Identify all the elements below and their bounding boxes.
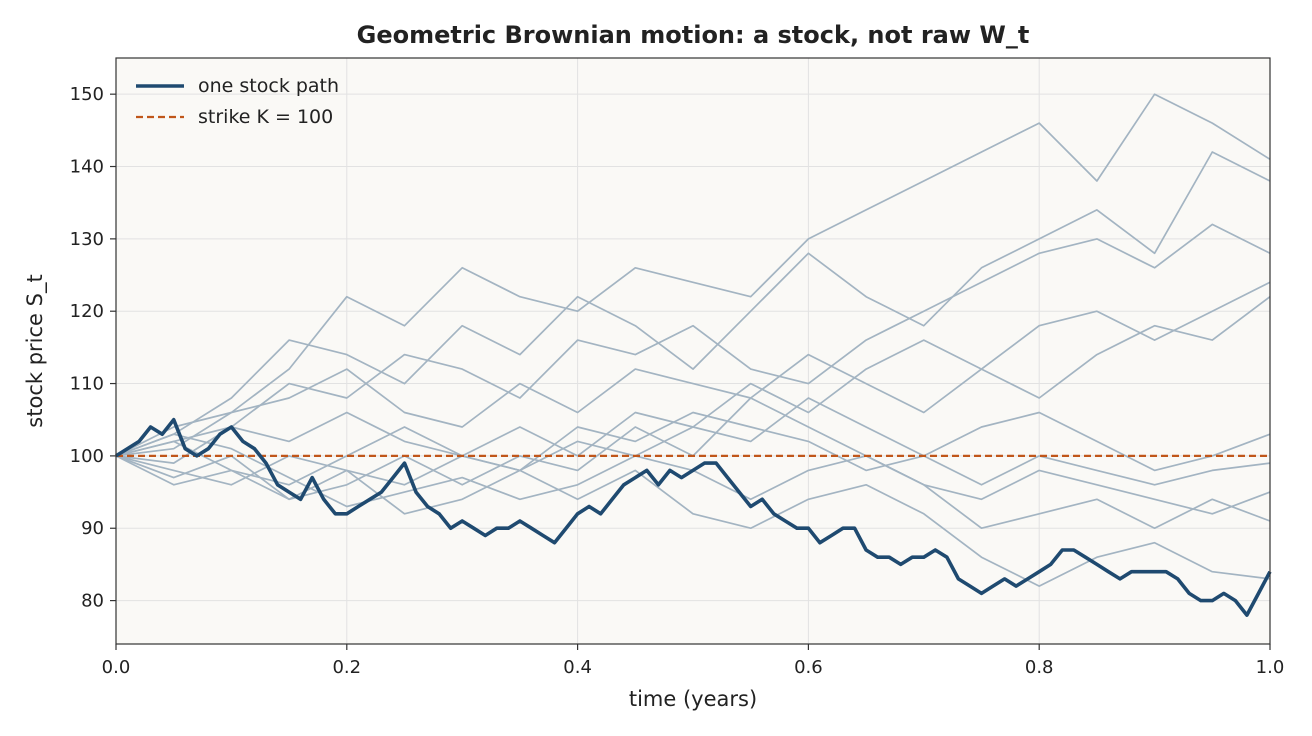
x-tick-label: 0.8 — [1025, 657, 1054, 678]
y-tick-label: 90 — [81, 518, 104, 539]
background-path-7 — [115, 411, 1271, 486]
background-path-6 — [115, 397, 1271, 486]
background-path-10 — [115, 455, 1271, 587]
x-tick-label: 0.2 — [332, 657, 361, 678]
y-tick-label: 120 — [70, 301, 104, 322]
y-tick-label: 130 — [70, 229, 104, 250]
x-tick-label: 0.0 — [102, 657, 131, 678]
y-tick-label: 140 — [70, 157, 104, 178]
axis-ticks: 0.0 0.2 0.4 0.6 0.8 1.0 80 90 100 110 120 130 140 150 — [70, 84, 1285, 678]
legend-label-strike: strike K = 100 — [198, 106, 333, 128]
plot-background — [116, 58, 1270, 644]
x-tick-label: 0.6 — [794, 657, 823, 678]
y-tick-label: 100 — [70, 446, 104, 467]
y-axis-label: stock price S_t — [23, 274, 48, 427]
x-tick-label: 1.0 — [1256, 657, 1285, 678]
background-path-2 — [115, 151, 1271, 457]
y-tick-label: 150 — [70, 84, 104, 105]
y-tick-label: 80 — [81, 591, 104, 612]
chart-title: Geometric Brownian motion: a stock, not … — [357, 21, 1030, 49]
legend-label-stock-path: one stock path — [198, 75, 339, 97]
x-axis-label: time (years) — [629, 687, 757, 711]
legend: one stock path strike K = 100 — [136, 75, 339, 128]
plot-frame — [115, 57, 1271, 645]
highlight-stock-path — [115, 417, 1272, 617]
background-path-4 — [115, 281, 1271, 457]
y-tick-label: 110 — [70, 374, 104, 395]
x-tick-label: 0.4 — [563, 657, 592, 678]
